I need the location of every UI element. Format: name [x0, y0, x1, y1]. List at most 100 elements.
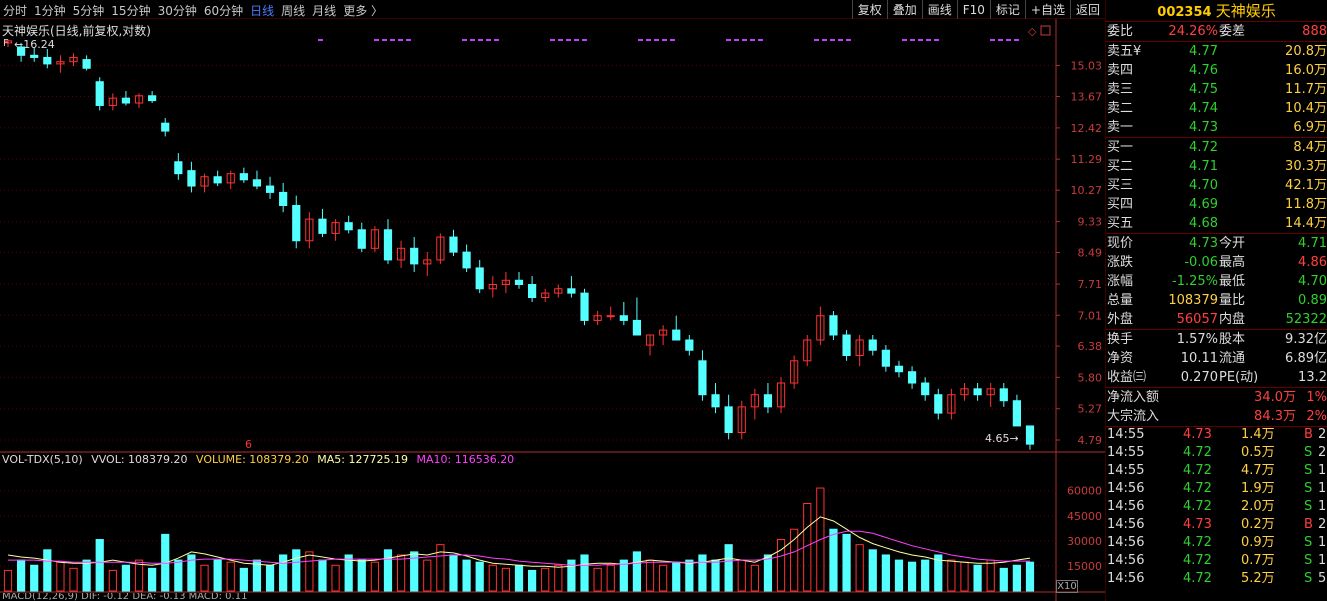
more-periods-button[interactable]: 更多 〉 — [343, 4, 384, 18]
volume-bar[interactable] — [947, 559, 956, 592]
candle-body[interactable] — [410, 247, 419, 265]
candle-body[interactable] — [69, 56, 78, 63]
volume-bar[interactable] — [305, 551, 314, 592]
volume-bar[interactable] — [790, 528, 799, 592]
period-tab[interactable]: 月线 — [312, 4, 337, 18]
candle-body[interactable] — [894, 365, 904, 373]
candle-body[interactable] — [318, 218, 327, 234]
candle-body[interactable] — [292, 205, 301, 242]
candle-body[interactable] — [776, 382, 786, 408]
period-tab[interactable]: 1分钟 — [34, 4, 66, 18]
candle-body[interactable] — [501, 279, 511, 286]
volume-bar[interactable] — [894, 559, 904, 592]
volume-bar[interactable] — [619, 559, 628, 592]
candle-body[interactable] — [698, 360, 707, 396]
volume-bar[interactable] — [1012, 564, 1022, 592]
candle-body[interactable] — [973, 388, 982, 396]
volume-bar[interactable] — [239, 567, 248, 592]
volume-bar[interactable] — [593, 567, 602, 592]
volume-bar[interactable] — [606, 564, 615, 592]
volume-bar[interactable] — [685, 559, 694, 592]
volume-bar[interactable] — [881, 554, 890, 592]
candle-body[interactable] — [960, 388, 969, 396]
volume-bar[interactable] — [816, 487, 825, 592]
volume-bar[interactable] — [737, 559, 746, 592]
volume-bar[interactable] — [501, 567, 511, 592]
candle-body[interactable] — [1012, 400, 1022, 427]
volume-bar[interactable] — [396, 554, 406, 592]
volume-bar[interactable] — [265, 564, 275, 592]
candle-body[interactable] — [803, 339, 812, 362]
candle-body[interactable] — [1025, 425, 1035, 445]
candle-body[interactable] — [148, 95, 157, 102]
volume-bar[interactable] — [567, 559, 576, 592]
candle-body[interactable] — [108, 97, 117, 106]
volume-bar[interactable] — [16, 559, 26, 592]
candle-body[interactable] — [527, 284, 537, 299]
fq-icon[interactable]: F — [3, 38, 9, 49]
volume-bar[interactable] — [527, 569, 537, 592]
volume-bar[interactable] — [213, 559, 222, 592]
candle-body[interactable] — [213, 176, 222, 184]
volume-bar[interactable] — [960, 561, 969, 592]
volume-bar[interactable] — [226, 561, 235, 592]
candle-body[interactable] — [881, 349, 890, 367]
period-tab[interactable]: 分时 — [3, 4, 28, 18]
candle-body[interactable] — [265, 185, 275, 193]
volume-bar[interactable] — [672, 561, 681, 592]
candle-body[interactable] — [724, 406, 733, 434]
candle-body[interactable] — [423, 259, 432, 265]
macd-indicator-header[interactable]: MACD(12,26,9) DIF: -0.12 DEA: -0.13 MACD… — [2, 593, 248, 601]
candle-body[interactable] — [174, 161, 183, 175]
candle-body[interactable] — [488, 284, 497, 290]
volume-bar[interactable] — [750, 564, 759, 592]
vol-indicator-name[interactable]: VOL-TDX(5,10) — [2, 453, 83, 466]
candle-body[interactable] — [947, 394, 956, 414]
candle-body[interactable] — [750, 394, 759, 408]
candle-body[interactable] — [868, 339, 877, 351]
volume-bar[interactable] — [69, 567, 78, 592]
volume-bar[interactable] — [475, 561, 484, 592]
volume-bar[interactable] — [410, 551, 419, 592]
volume-bar[interactable] — [776, 539, 786, 592]
volume-bar[interactable] — [514, 564, 524, 592]
candle-body[interactable] — [514, 279, 524, 286]
candle-body[interactable] — [619, 315, 628, 321]
candle-body[interactable] — [672, 329, 681, 341]
candle-body[interactable] — [396, 247, 406, 261]
candle-body[interactable] — [187, 170, 196, 187]
candle-body[interactable] — [357, 229, 366, 249]
candle-body[interactable] — [986, 388, 995, 396]
volume-bar[interactable] — [488, 564, 497, 592]
candle-body[interactable] — [711, 394, 720, 408]
period-tab[interactable]: 60分钟 — [203, 4, 244, 18]
candle-body[interactable] — [56, 61, 65, 65]
volume-bar[interactable] — [999, 567, 1008, 592]
toolbar-button[interactable]: 标记 — [989, 0, 1025, 19]
period-tab[interactable]: 15分钟 — [111, 4, 151, 18]
candle-body[interactable] — [226, 173, 235, 184]
candle-body[interactable] — [921, 382, 930, 396]
candle-body[interactable] — [305, 218, 314, 242]
volume-bar[interactable] — [331, 564, 340, 592]
volume-bar[interactable] — [554, 564, 563, 592]
period-tab[interactable]: 30分钟 — [157, 4, 197, 18]
volume-bar[interactable] — [934, 554, 943, 592]
kline-chart[interactable]: 15.03 13.67 12.42 11.29 10.27 9.33 8.49 7.71 7.0… — [0, 19, 1105, 601]
volume-bar[interactable] — [95, 539, 104, 592]
volume-bar[interactable] — [423, 559, 432, 592]
candle-body[interactable] — [816, 315, 825, 341]
candle-body[interactable] — [344, 222, 353, 231]
volume-bar[interactable] — [43, 549, 52, 592]
volume-bar[interactable] — [763, 554, 773, 592]
candle-body[interactable] — [252, 179, 262, 187]
candle-body[interactable] — [606, 315, 615, 318]
candle-body[interactable] — [436, 236, 445, 261]
volume-bar[interactable] — [698, 554, 707, 592]
candle-body[interactable] — [645, 334, 655, 346]
volume-bar[interactable] — [986, 559, 995, 592]
volume-bar[interactable] — [632, 551, 642, 592]
candle-body[interactable] — [16, 46, 26, 56]
volume-bar[interactable] — [1025, 561, 1035, 592]
volume-bar[interactable] — [252, 559, 262, 592]
